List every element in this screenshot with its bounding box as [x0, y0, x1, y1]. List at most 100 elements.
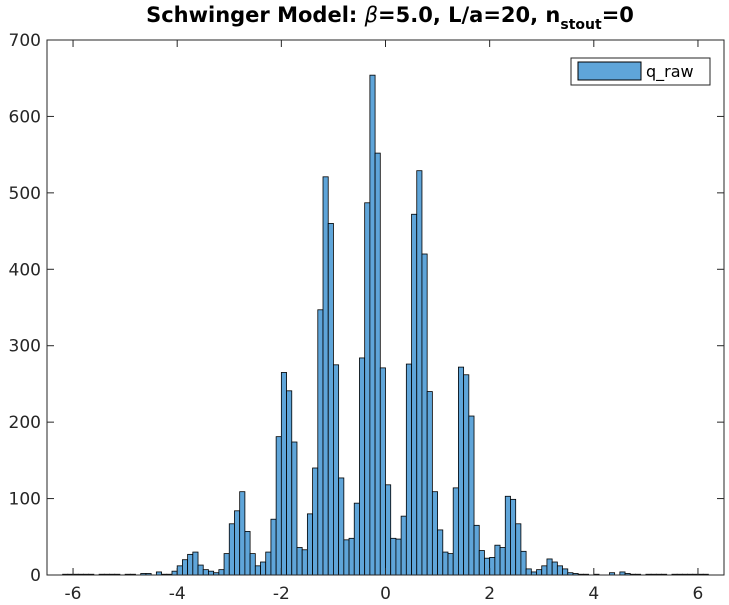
histogram-bar: [202, 569, 209, 576]
ticks-group: -6 -4 -2 0 2 4 6 0 100 200 300 400 500 600 700: [9, 31, 724, 604]
histogram-bar: [228, 523, 235, 576]
histogram-bar: [208, 570, 215, 576]
histogram-bar: [510, 498, 517, 576]
histogram-bar: [447, 553, 454, 576]
histogram-bar: [187, 553, 194, 576]
histogram-bar: [348, 537, 355, 576]
histogram-bar: [431, 491, 438, 576]
histogram-bar: [181, 559, 189, 576]
histogram-bar: [192, 551, 199, 576]
histogram-bar: [556, 565, 563, 576]
y-tick-label: 600: [9, 107, 41, 127]
histogram-bar: [494, 544, 501, 576]
x-tick-label: 6: [693, 584, 704, 604]
histogram-bar: [546, 558, 553, 576]
x-tick-label: 4: [588, 584, 599, 604]
histogram-bar: [301, 549, 308, 576]
histogram-bar: [260, 561, 267, 576]
y-tick-label: 100: [9, 490, 41, 510]
title-main: Schwinger Model:: [146, 3, 365, 27]
histogram-bar: [437, 529, 444, 576]
histogram-bar: [390, 537, 397, 576]
histogram-bar: [249, 553, 256, 576]
histogram-bar: [364, 202, 371, 576]
histogram-bar: [280, 372, 287, 576]
histogram-bar: [275, 436, 282, 576]
histogram-bar: [244, 531, 251, 576]
histogram-bar: [176, 565, 183, 576]
x-tick-label: 0: [380, 584, 391, 604]
bars-group: [62, 74, 709, 576]
x-tick-label: -6: [65, 584, 82, 604]
histogram-bar: [306, 513, 313, 576]
histogram-bar: [286, 390, 293, 576]
histogram-bar: [265, 551, 272, 576]
histogram-bar: [317, 309, 324, 576]
histogram-bar: [359, 357, 366, 576]
histogram-bar: [551, 561, 558, 576]
histogram-bar: [270, 518, 277, 576]
histogram-bar: [234, 510, 241, 576]
histogram-bar: [478, 550, 485, 576]
histogram-bar: [473, 524, 480, 576]
histogram-bar: [291, 441, 298, 576]
chart-title: Schwinger Model: β=5.0, L/a=20, nstout=0: [146, 3, 634, 33]
histogram-bar: [499, 547, 506, 576]
histogram-bar: [442, 551, 449, 576]
histogram-bar: [458, 366, 465, 576]
histogram-bar: [343, 539, 350, 576]
title-beta: β: [364, 3, 378, 27]
histogram-bar: [218, 569, 225, 576]
histogram-bar: [489, 557, 496, 576]
histogram-bar: [353, 502, 360, 576]
y-tick-label: 0: [30, 566, 41, 586]
histogram-bar: [515, 523, 522, 576]
histogram-bar: [411, 213, 418, 576]
title-subscript: stout: [560, 17, 602, 33]
histogram-bar: [374, 152, 381, 576]
histogram-bar: [405, 363, 412, 576]
histogram-bar: [452, 487, 459, 576]
histogram-bar: [525, 568, 532, 576]
histogram-bar: [562, 568, 569, 576]
histogram-bar: [504, 495, 511, 576]
histogram-bar: [338, 477, 345, 576]
histogram-bar: [197, 564, 204, 576]
histogram-bar: [379, 367, 386, 576]
y-tick-label: 500: [9, 184, 41, 204]
y-tick-label: 200: [9, 413, 41, 433]
histogram-bar: [463, 374, 470, 576]
histogram-bar: [296, 547, 303, 576]
legend-label-q-raw: q_raw: [646, 62, 694, 82]
y-tick-label: 700: [9, 31, 41, 51]
histogram-bar: [322, 176, 329, 576]
title-part2: =5.0, L/a=20, n: [378, 3, 560, 27]
histogram-bar: [536, 569, 543, 576]
histogram-bar: [239, 491, 246, 576]
histogram-bar: [426, 391, 433, 576]
x-tick-label: 2: [484, 584, 495, 604]
y-tick-label: 400: [9, 260, 41, 280]
x-tick-label: -2: [273, 584, 290, 604]
histogram-bar: [395, 538, 402, 576]
histogram-bar: [385, 484, 392, 576]
histogram-bar: [312, 467, 319, 576]
histogram-bar: [484, 557, 491, 576]
histogram-bar: [333, 364, 340, 576]
histogram-bar: [421, 253, 428, 576]
title-part3: =0: [602, 3, 634, 27]
histogram-bar: [416, 170, 423, 576]
histogram-bar: [327, 223, 334, 576]
histogram-bar: [541, 565, 548, 576]
legend-swatch: [577, 61, 642, 81]
y-tick-label: 300: [9, 337, 41, 357]
histogram-bar: [520, 550, 527, 576]
histogram-bar: [223, 553, 230, 576]
histogram-bar: [400, 515, 407, 576]
legend: q_raw: [570, 57, 711, 86]
x-tick-label: -4: [169, 584, 186, 604]
histogram-bar: [254, 565, 261, 576]
histogram-bar: [369, 74, 376, 576]
histogram-bar: [468, 415, 475, 576]
